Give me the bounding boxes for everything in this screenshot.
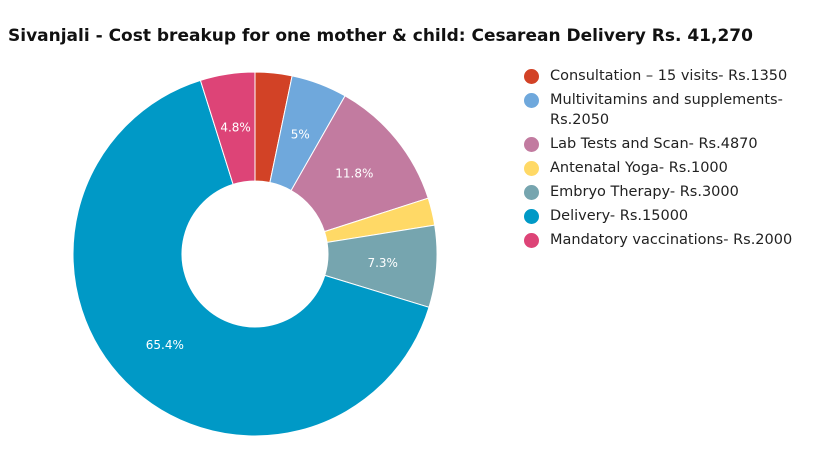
legend-label: Delivery- Rs.15000 [550,208,689,224]
legend-item[interactable]: Antenatal Yoga- Rs.1000 [524,158,814,178]
legend-swatch-icon [524,69,539,84]
legend-label: Embryo Therapy- Rs.3000 [550,184,739,200]
legend-swatch-icon [524,137,539,152]
legend-swatch-icon [524,161,539,176]
legend-swatch-icon [524,93,539,108]
legend-label: Mandatory vaccinations- Rs.2000 [550,232,793,248]
legend-item[interactable]: Consultation – 15 visits- Rs.1350 [524,66,814,86]
donut-chart: 5% 11.8% 7.3% 65.4% 4.8% [72,71,438,437]
legend-item[interactable]: Multivitamins and supplements- Rs.2050 [524,90,814,130]
legend-swatch-icon [524,209,539,224]
donut-slice[interactable] [290,95,429,233]
slice-data-label: 4.8% [220,120,251,134]
slice-data-label: 65.4% [146,338,184,352]
legend-item[interactable]: Embryo Therapy- Rs.3000 [524,182,814,202]
slice-data-label: 7.3% [367,256,398,270]
legend-item[interactable]: Mandatory vaccinations- Rs.2000 [524,230,814,250]
legend-swatch-icon [524,185,539,200]
slice-data-label: 11.8% [335,166,373,180]
legend-label: Consultation – 15 visits- Rs.1350 [550,68,788,84]
legend-label: Multivitamins and supplements- Rs.2050 [550,92,783,128]
chart-title: Sivanjali - Cost breakup for one mother … [8,26,753,46]
legend: Consultation – 15 visits- Rs.1350 Multivi… [524,66,814,254]
legend-item[interactable]: Lab Tests and Scan- Rs.4870 [524,134,814,154]
legend-label: Lab Tests and Scan- Rs.4870 [550,136,758,152]
slice-data-label: 5% [291,127,310,141]
legend-swatch-icon [524,233,539,248]
legend-item[interactable]: Delivery- Rs.15000 [524,206,814,226]
donut-slice[interactable] [72,79,430,437]
donut-slice[interactable] [199,71,256,185]
legend-label: Antenatal Yoga- Rs.1000 [550,160,728,176]
